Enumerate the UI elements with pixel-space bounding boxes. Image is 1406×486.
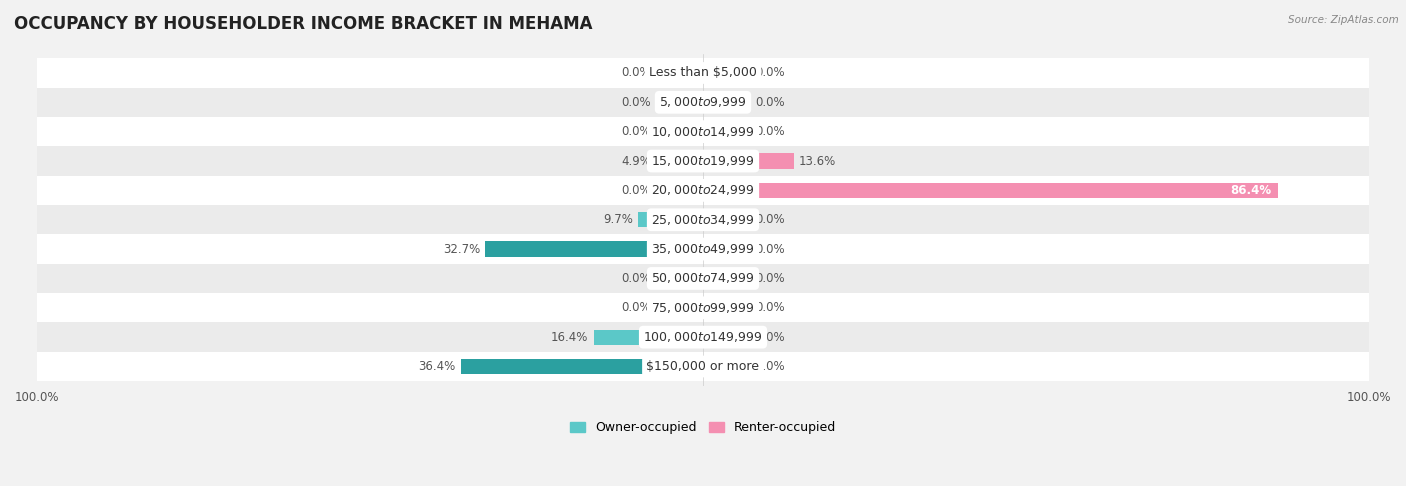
- Text: 0.0%: 0.0%: [755, 96, 785, 109]
- Text: OCCUPANCY BY HOUSEHOLDER INCOME BRACKET IN MEHAMA: OCCUPANCY BY HOUSEHOLDER INCOME BRACKET …: [14, 15, 592, 33]
- Text: 0.0%: 0.0%: [755, 330, 785, 344]
- Text: 13.6%: 13.6%: [799, 155, 837, 168]
- Bar: [657, 65, 703, 81]
- Text: 4.9%: 4.9%: [621, 155, 651, 168]
- Text: 0.0%: 0.0%: [755, 272, 785, 285]
- Bar: [703, 212, 749, 227]
- Bar: [0, 205, 1406, 234]
- Bar: [461, 359, 703, 374]
- Text: $50,000 to $74,999: $50,000 to $74,999: [651, 272, 755, 285]
- Bar: [703, 271, 749, 286]
- Text: 36.4%: 36.4%: [418, 360, 456, 373]
- Bar: [703, 124, 749, 139]
- Bar: [0, 87, 1406, 117]
- Text: Source: ZipAtlas.com: Source: ZipAtlas.com: [1288, 15, 1399, 25]
- Text: $35,000 to $49,999: $35,000 to $49,999: [651, 242, 755, 256]
- Bar: [703, 183, 1278, 198]
- Bar: [703, 300, 749, 315]
- Bar: [0, 293, 1406, 323]
- Text: 32.7%: 32.7%: [443, 243, 479, 256]
- Text: $5,000 to $9,999: $5,000 to $9,999: [659, 95, 747, 109]
- Text: 0.0%: 0.0%: [621, 272, 651, 285]
- Text: $150,000 or more: $150,000 or more: [647, 360, 759, 373]
- Bar: [0, 58, 1406, 87]
- Legend: Owner-occupied, Renter-occupied: Owner-occupied, Renter-occupied: [565, 416, 841, 439]
- Bar: [0, 146, 1406, 176]
- Text: $25,000 to $34,999: $25,000 to $34,999: [651, 213, 755, 227]
- Text: 0.0%: 0.0%: [755, 67, 785, 79]
- Text: $10,000 to $14,999: $10,000 to $14,999: [651, 125, 755, 139]
- Text: 0.0%: 0.0%: [755, 213, 785, 226]
- Bar: [0, 352, 1406, 381]
- Bar: [657, 271, 703, 286]
- Bar: [703, 154, 793, 169]
- Text: 0.0%: 0.0%: [755, 243, 785, 256]
- Bar: [657, 300, 703, 315]
- Bar: [0, 264, 1406, 293]
- Text: $20,000 to $24,999: $20,000 to $24,999: [651, 183, 755, 197]
- Text: 0.0%: 0.0%: [755, 301, 785, 314]
- Bar: [0, 117, 1406, 146]
- Bar: [657, 154, 703, 169]
- Bar: [703, 359, 749, 374]
- Text: 9.7%: 9.7%: [603, 213, 633, 226]
- Text: 16.4%: 16.4%: [551, 330, 589, 344]
- Bar: [0, 176, 1406, 205]
- Bar: [703, 242, 749, 257]
- Bar: [485, 242, 703, 257]
- Text: 0.0%: 0.0%: [621, 67, 651, 79]
- Text: 86.4%: 86.4%: [1230, 184, 1271, 197]
- Bar: [0, 234, 1406, 264]
- Text: 0.0%: 0.0%: [755, 360, 785, 373]
- Text: 0.0%: 0.0%: [755, 125, 785, 138]
- Text: 0.0%: 0.0%: [621, 184, 651, 197]
- Bar: [657, 95, 703, 110]
- Text: 0.0%: 0.0%: [621, 301, 651, 314]
- Text: 0.0%: 0.0%: [621, 96, 651, 109]
- Bar: [703, 330, 749, 345]
- Bar: [593, 330, 703, 345]
- Text: $100,000 to $149,999: $100,000 to $149,999: [644, 330, 762, 344]
- Bar: [657, 183, 703, 198]
- Bar: [657, 124, 703, 139]
- Text: $15,000 to $19,999: $15,000 to $19,999: [651, 154, 755, 168]
- Bar: [703, 95, 749, 110]
- Bar: [703, 65, 749, 81]
- Text: $75,000 to $99,999: $75,000 to $99,999: [651, 301, 755, 315]
- Text: 0.0%: 0.0%: [621, 125, 651, 138]
- Text: Less than $5,000: Less than $5,000: [650, 67, 756, 79]
- Bar: [0, 323, 1406, 352]
- Bar: [638, 212, 703, 227]
